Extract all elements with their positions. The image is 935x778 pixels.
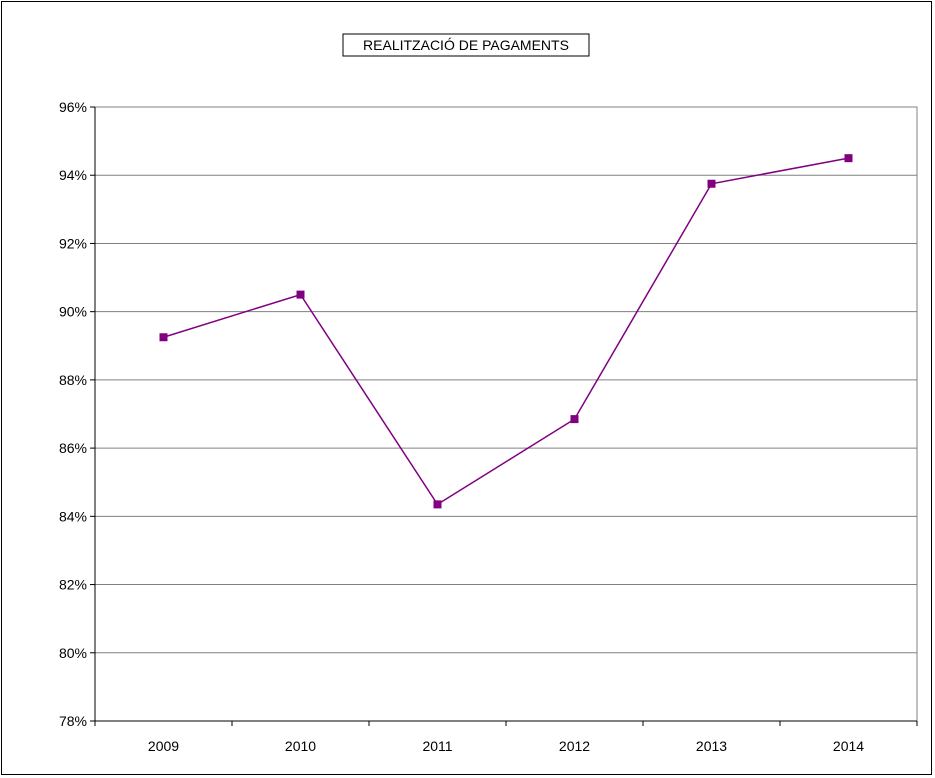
y-tick-label: 92% — [59, 235, 87, 251]
x-tick-label: 2012 — [559, 738, 590, 754]
data-point-marker — [570, 415, 579, 424]
data-point-marker — [707, 179, 716, 188]
y-tick-label: 84% — [59, 508, 87, 524]
y-tick-label: 80% — [59, 645, 87, 661]
y-axis-ticks: 78% 80% 82% 84% 86% 88% 90% 92% 94% 96% — [59, 99, 95, 729]
x-tick-label: 2010 — [285, 738, 316, 754]
series-line — [163, 157, 849, 506]
x-axis-ticks: 2009 2010 2011 2012 2013 2014 — [94, 721, 918, 754]
y-tick-label: 78% — [59, 713, 87, 729]
y-tick-label: 94% — [59, 167, 87, 183]
y-tick-label: 88% — [59, 372, 87, 388]
y-tick-label: 86% — [59, 440, 87, 456]
data-point-marker — [844, 154, 853, 163]
plot-area — [94, 106, 918, 722]
data-point-marker — [159, 333, 168, 342]
x-tick-label: 2013 — [696, 738, 727, 754]
data-point-marker — [296, 290, 305, 299]
chart-title-box — [342, 33, 590, 57]
chart-title: REALITZACIÓ DE PAGAMENTS — [342, 33, 590, 57]
x-tick-label: 2011 — [422, 738, 452, 754]
chart-title-text: REALITZACIÓ DE PAGAMENTS — [363, 37, 569, 53]
x-tick-label: 2014 — [833, 738, 864, 754]
series-layer — [159, 154, 853, 509]
data-point-marker — [433, 500, 442, 509]
y-tick-label: 82% — [59, 577, 87, 593]
y-tick-label: 96% — [59, 99, 87, 115]
y-tick-label: 90% — [59, 304, 87, 320]
gridlines — [95, 174, 917, 654]
x-tick-label: 2009 — [148, 738, 179, 754]
